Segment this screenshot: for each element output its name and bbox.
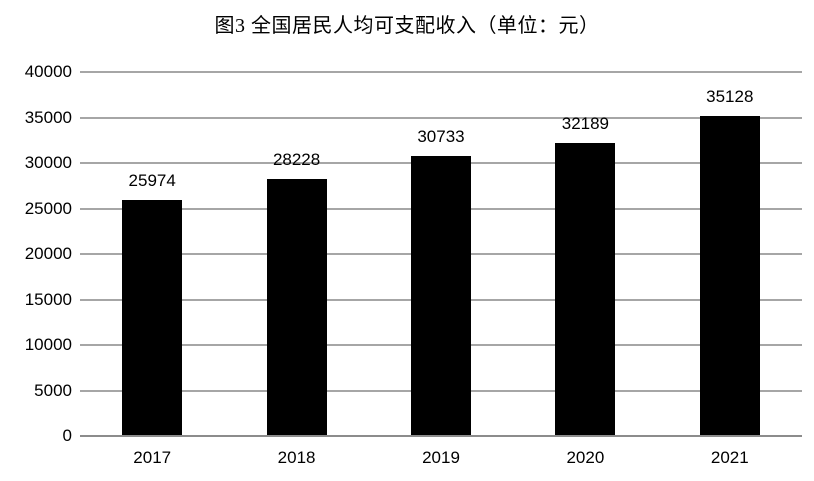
x-tick-label: 2020 — [566, 448, 605, 467]
bar-2017 — [122, 199, 183, 436]
y-tick-label: 40000 — [24, 62, 72, 81]
bar-2020 — [555, 143, 616, 436]
y-tick-label: 20000 — [24, 244, 72, 263]
bar-2018 — [266, 179, 327, 436]
y-tick-label: 25000 — [24, 198, 72, 218]
x-axis-line — [80, 435, 802, 437]
x-tick-label: 2021 — [710, 448, 749, 467]
y-tick-label: 15000 — [24, 289, 72, 309]
x-tick-label: 2019 — [422, 448, 460, 467]
y-tick-label: 0 — [62, 426, 72, 445]
chart-title: 图3 全国居民人均可支配收入（单位：元） — [214, 15, 600, 37]
bar-value-label: 25974 — [128, 170, 176, 190]
gridline — [80, 116, 802, 119]
bar-value-label: 30733 — [417, 127, 465, 147]
x-tick-label: 2018 — [277, 448, 316, 467]
y-tick-label: 30000 — [24, 153, 72, 172]
y-tick-label: 10000 — [24, 335, 72, 354]
y-tick-label: 35000 — [24, 107, 72, 127]
x-tick-label: 2017 — [133, 448, 172, 467]
bar-2019 — [411, 156, 471, 436]
bar-value-label: 28228 — [272, 150, 321, 170]
gridline — [80, 71, 802, 73]
bar-value-label: 35128 — [706, 87, 754, 107]
plot-area: 0 5000 10000 15000 20000 25000 30000 35000 40000… — [25, 62, 802, 467]
y-tick-label: 5000 — [34, 380, 72, 400]
bar-2021 — [699, 116, 760, 436]
bar-value-label: 32189 — [561, 114, 610, 134]
